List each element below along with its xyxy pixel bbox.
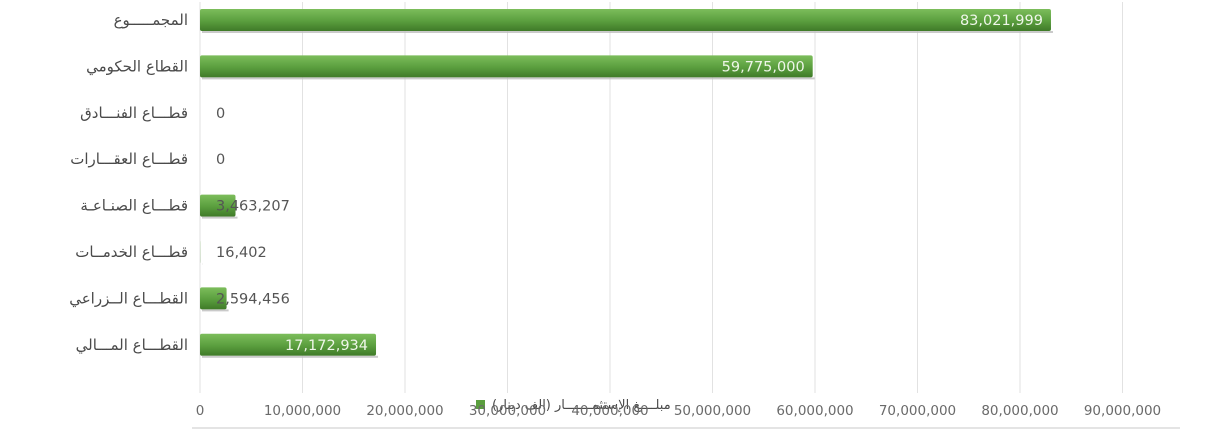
x-tick-label: 90,000,000 bbox=[1084, 403, 1161, 419]
legend-label: مبلــــغ الإستثمـــــــار (الف دينار) bbox=[492, 398, 671, 413]
x-tick-label: 20,000,000 bbox=[366, 403, 443, 419]
bar bbox=[200, 9, 1051, 31]
x-tick-label: 0 bbox=[196, 403, 205, 419]
category-labels: المجمـــــوع القطاع الحكومي قطـــاع الفنــ… bbox=[69, 11, 188, 355]
category-label: قطـــاع العقـــارات bbox=[70, 150, 188, 168]
bar-shadow bbox=[202, 355, 379, 358]
category-label: المجمـــــوع bbox=[114, 11, 188, 29]
x-tick-label: 60,000,000 bbox=[776, 403, 853, 419]
x-tick-label: 30,000,000 bbox=[469, 403, 546, 419]
bar-shadow bbox=[202, 216, 238, 219]
category-label: قطـــاع الخدمــات bbox=[75, 243, 188, 261]
data-label: 2,594,456 bbox=[216, 291, 290, 307]
category-label: القطـــاع الــزراعي bbox=[69, 289, 188, 308]
x-tick-label: 10,000,000 bbox=[264, 403, 341, 419]
data-label: 59,775,000 bbox=[722, 59, 805, 75]
category-label: قطـــاع الفنـــادق bbox=[80, 104, 188, 122]
data-label: 0 bbox=[216, 106, 225, 122]
data-label: 16,402 bbox=[216, 245, 267, 261]
legend-swatch bbox=[476, 400, 485, 409]
bar-shadow bbox=[202, 77, 815, 80]
bar-shadow bbox=[202, 31, 1053, 33]
data-label: 83,021,999 bbox=[960, 13, 1043, 29]
bar-shadow bbox=[202, 309, 229, 312]
data-label: 3,463,207 bbox=[216, 199, 290, 215]
x-tick-label: 50,000,000 bbox=[674, 403, 751, 419]
legend: مبلــــغ الإستثمـــــــار (الف دينار) bbox=[476, 398, 671, 413]
data-label: 0 bbox=[216, 152, 225, 168]
data-label: 17,172,934 bbox=[285, 338, 368, 354]
category-label: القطـــاع المـــالي bbox=[76, 336, 188, 355]
bar bbox=[200, 287, 227, 310]
category-label: القطاع الحكومي bbox=[86, 57, 188, 76]
bar bbox=[200, 333, 377, 356]
bar bbox=[200, 194, 236, 217]
x-axis-ticks: 0 10,000,000 20,000,000 30,000,000 40,000,00… bbox=[196, 403, 1161, 419]
category-label: قطـــاع الصنـاعـة bbox=[80, 197, 188, 215]
x-tick-label: 70,000,000 bbox=[879, 403, 956, 419]
x-tick-label: 40,000,000 bbox=[571, 403, 648, 419]
bars bbox=[200, 9, 1053, 358]
bar bbox=[200, 55, 813, 78]
value-labels: 83,021,999 59,775,000 0 0 3,463,207 16,402 2,5… bbox=[216, 13, 1043, 354]
x-tick-label: 80,000,000 bbox=[981, 403, 1058, 419]
